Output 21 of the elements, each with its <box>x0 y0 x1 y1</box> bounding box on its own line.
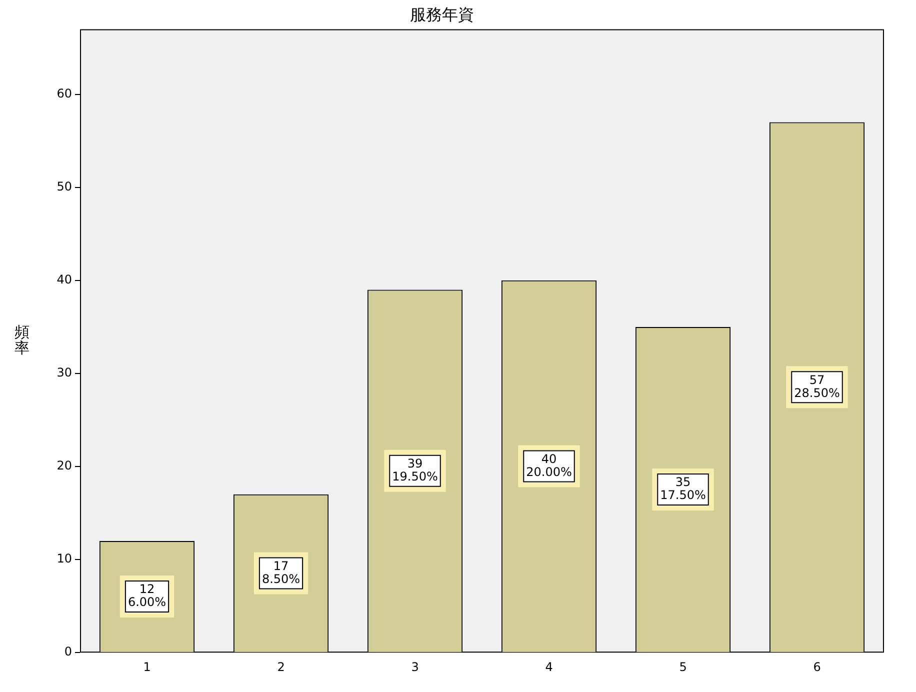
data-label: 17 8.50% <box>262 558 300 586</box>
x-tick-label: 4 <box>545 660 553 674</box>
y-tick-label: 30 <box>56 366 72 380</box>
y-tick-label: 40 <box>56 272 72 287</box>
y-axis-title: 頻率 <box>14 322 30 357</box>
y-tick-label: 20 <box>56 458 72 473</box>
y-tick-label: 60 <box>56 86 72 100</box>
chart-title: 服務年資 <box>410 4 474 24</box>
data-label: 12 6.00% <box>128 582 166 610</box>
x-tick-label: 5 <box>679 660 687 674</box>
y-tick-label: 10 <box>56 552 72 566</box>
data-label: 57 28.50% <box>794 372 840 400</box>
x-tick-label: 3 <box>411 660 419 674</box>
data-label: 39 19.50% <box>392 456 438 484</box>
x-tick-label: 1 <box>143 660 151 674</box>
data-label: 40 20.00% <box>526 452 572 479</box>
data-label: 35 17.50% <box>660 475 706 502</box>
y-tick-label: 50 <box>56 180 72 194</box>
x-tick-label: 2 <box>277 660 285 674</box>
y-tick-label: 0 <box>64 644 72 659</box>
x-tick-label: 6 <box>813 660 821 674</box>
